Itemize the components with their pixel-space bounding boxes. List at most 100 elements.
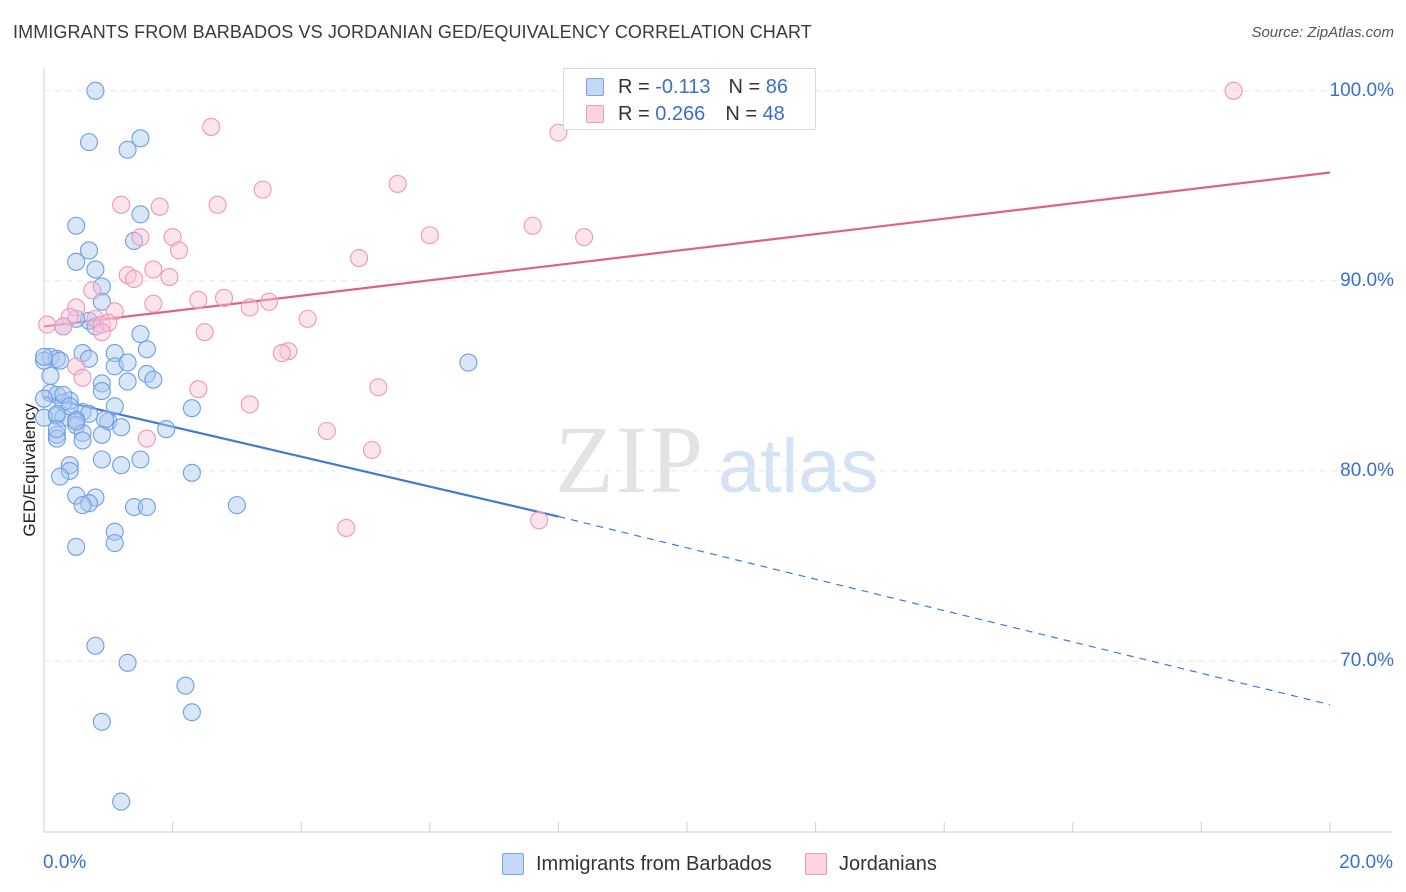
- watermark-atlas: atlas: [718, 424, 879, 509]
- data-point-jordanians: [144, 260, 163, 279]
- data-point-barbados: [118, 653, 137, 672]
- data-point-jordanians: [83, 281, 102, 300]
- data-point-barbados: [131, 205, 150, 224]
- n-value-jordanians: 48: [762, 102, 785, 125]
- data-point-jordanians: [388, 174, 407, 193]
- data-point-barbados: [105, 344, 124, 363]
- data-point-barbados: [73, 431, 92, 450]
- data-point-barbados: [182, 703, 201, 722]
- data-point-barbados: [105, 534, 124, 553]
- data-point-jordanians: [169, 241, 189, 260]
- data-point-barbados: [182, 463, 201, 482]
- data-point-barbados: [118, 372, 137, 391]
- trend-lines: [43, 171, 1331, 706]
- data-point-barbados: [112, 418, 131, 437]
- data-point-barbados: [47, 420, 66, 439]
- data-point-barbados: [182, 399, 201, 418]
- data-point-jordanians: [530, 511, 549, 530]
- data-point-barbados: [51, 467, 70, 486]
- data-point-jordanians: [150, 197, 169, 216]
- data-point-barbados: [73, 423, 92, 442]
- data-point-barbados: [79, 241, 99, 260]
- data-point-barbados: [131, 450, 150, 469]
- data-point-jordanians: [208, 195, 227, 214]
- watermark-zip: ZIP: [555, 406, 705, 513]
- data-point-barbados: [34, 351, 54, 370]
- data-point-jordanians: [112, 195, 131, 214]
- data-point-barbados: [67, 416, 86, 435]
- data-point-barbados: [96, 410, 115, 429]
- data-point-jordanians: [137, 429, 156, 448]
- stats-legend: R = -0.113 N = 86 R = 0.266 N = 48: [563, 68, 816, 130]
- r-label: R =: [618, 75, 650, 98]
- data-point-barbados: [41, 366, 60, 385]
- chart-title: IMMIGRANTS FROM BARBADOS VS JORDANIAN GE…: [13, 22, 812, 42]
- data-point-jordanians: [105, 302, 124, 321]
- data-point-barbados: [92, 277, 111, 296]
- data-point-barbados: [92, 425, 111, 444]
- data-point-barbados: [34, 347, 54, 366]
- legend-item-barbados[interactable]: Immigrants from Barbados: [502, 852, 772, 876]
- data-point-barbados: [79, 494, 99, 513]
- legend-label-barbados: Immigrants from Barbados: [536, 852, 772, 875]
- data-point-jordanians: [259, 292, 279, 311]
- data-point-jordanians: [523, 216, 542, 235]
- data-point-barbados: [86, 81, 105, 100]
- x-tick-label-min: 0.0%: [43, 852, 87, 873]
- x-tick-label-max: 20.0%: [1339, 852, 1393, 873]
- data-point-jordanians: [240, 395, 259, 414]
- data-point-barbados: [47, 404, 66, 423]
- data-point-jordanians: [240, 298, 259, 317]
- jordanians-legend-swatch: [805, 853, 827, 875]
- data-point-barbados: [51, 351, 70, 370]
- legend-label-jordanians: Jordanians: [839, 852, 937, 875]
- n-label: N =: [725, 102, 757, 125]
- data-point-jordanians: [214, 288, 234, 308]
- data-point-barbados: [227, 496, 246, 515]
- r-label: R =: [618, 102, 650, 125]
- legend-item-jordanians[interactable]: Jordanians: [805, 852, 937, 876]
- data-point-jordanians: [60, 307, 79, 327]
- data-point-barbados: [47, 425, 66, 444]
- data-point-jordanians: [92, 323, 111, 342]
- data-point-jordanians: [131, 228, 150, 247]
- data-point-barbados: [60, 461, 79, 480]
- data-point-barbados: [157, 420, 176, 439]
- y-tick-label: 100.0%: [1329, 79, 1394, 101]
- barbados-legend-swatch: [502, 853, 524, 875]
- data-point-barbados: [112, 456, 131, 475]
- n-value-barbados: 86: [765, 75, 788, 98]
- y-tick-label: 70.0%: [1340, 649, 1394, 671]
- trend-line-extension-barbados: [558, 515, 1331, 706]
- data-point-jordanians: [67, 357, 86, 376]
- data-point-barbados: [34, 389, 54, 408]
- data-point-barbados: [137, 340, 156, 359]
- data-point-barbados: [131, 129, 150, 148]
- data-point-jordanians: [54, 317, 73, 336]
- data-point-barbados: [73, 496, 92, 515]
- data-point-jordanians: [1224, 81, 1243, 100]
- data-point-jordanians: [99, 313, 118, 332]
- watermark: ZIP atlas: [555, 406, 879, 513]
- data-point-barbados: [137, 497, 156, 517]
- y-tick-label: 80.0%: [1340, 459, 1394, 481]
- data-point-jordanians: [337, 518, 356, 537]
- r-value-jordanians: 0.266: [655, 102, 706, 125]
- data-point-jordanians: [369, 378, 388, 397]
- data-point-jordanians: [272, 344, 291, 363]
- data-point-barbados: [118, 140, 137, 159]
- data-point-jordanians: [73, 368, 92, 387]
- data-point-barbados: [86, 636, 105, 655]
- stats-legend-row-barbados: R = -0.113 N = 86: [586, 75, 788, 99]
- data-point-jordanians: [38, 315, 57, 334]
- data-point-barbados: [112, 792, 131, 811]
- data-point-barbados: [67, 412, 86, 431]
- data-point-jordanians: [67, 298, 86, 317]
- data-point-jordanians: [253, 180, 272, 199]
- data-point-jordanians: [92, 315, 111, 334]
- barbados-swatch: [586, 78, 604, 96]
- data-point-jordanians: [317, 421, 336, 441]
- data-point-jordanians: [124, 269, 144, 289]
- data-point-barbados: [459, 353, 478, 372]
